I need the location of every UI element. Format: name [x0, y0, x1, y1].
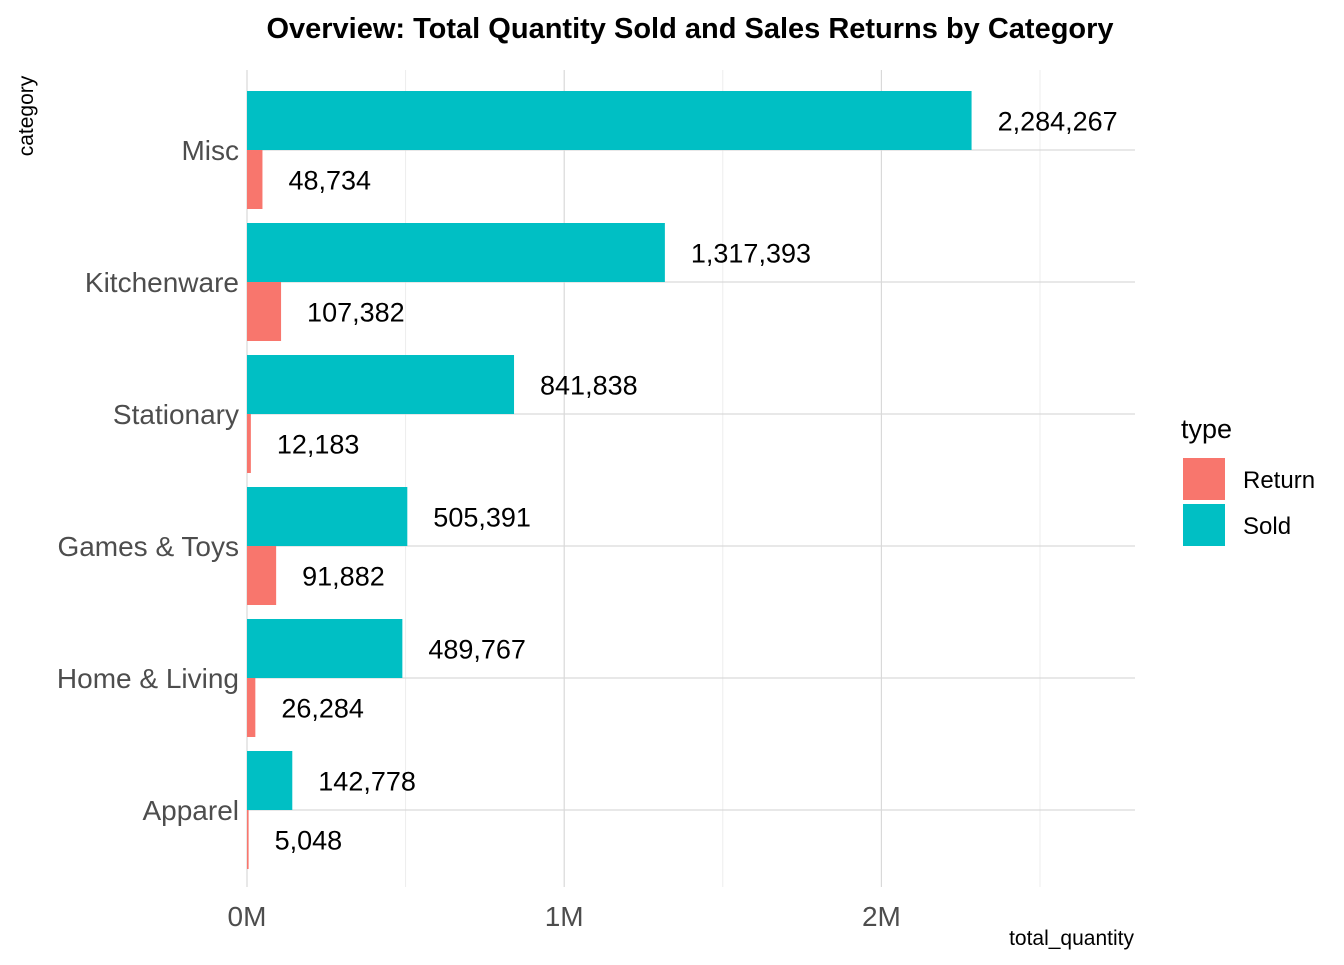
data-label-return: 91,882: [302, 562, 385, 592]
grid-layer: [246, 70, 1135, 887]
y-tick-label: Home & Living: [57, 663, 239, 694]
x-axis-title: total_quantity: [1009, 927, 1134, 950]
bar-sold: [247, 751, 293, 810]
data-label-return: 26,284: [281, 694, 364, 724]
bar-sold: [247, 355, 515, 414]
bar-layer: [247, 91, 972, 869]
data-label-sold: 2,284,267: [998, 107, 1118, 137]
data-label-sold: 841,838: [540, 371, 638, 401]
bar-sold: [247, 619, 403, 678]
axis-layer: Misc Kitchenware Stationary Games & Toys Hom…: [57, 135, 901, 932]
legend-items: Return Sold: [1183, 458, 1315, 546]
legend-swatch: [1183, 504, 1225, 546]
legend-swatch: [1183, 458, 1225, 500]
bar-return: [247, 150, 263, 209]
legend-label: Sold: [1243, 513, 1291, 540]
data-label-return: 5,048: [275, 826, 343, 856]
legend-label: Return: [1243, 467, 1315, 494]
bar-sold: [247, 487, 408, 546]
bar-sold: [247, 223, 665, 282]
bar-return: [247, 546, 277, 605]
data-label-return: 12,183: [277, 430, 360, 460]
data-label-return: 48,734: [288, 166, 371, 196]
bar-return: [247, 810, 249, 869]
bar-sold: [247, 91, 972, 150]
bar-return: [247, 678, 256, 737]
x-tick-label: 0M: [228, 901, 267, 932]
legend: type Return Sold: [1181, 414, 1315, 546]
y-tick-label: Games & Toys: [57, 531, 239, 562]
y-tick-label: Misc: [181, 135, 239, 166]
data-label-sold: 505,391: [433, 503, 531, 533]
y-tick-label: Stationary: [113, 399, 239, 430]
chart-title: Overview: Total Quantity Sold and Sales …: [266, 13, 1113, 45]
data-label-sold: 142,778: [318, 767, 416, 797]
legend-title: type: [1181, 414, 1232, 444]
bar-return: [247, 282, 282, 341]
data-label-sold: 489,767: [428, 635, 526, 665]
data-label-return: 107,382: [307, 298, 405, 328]
x-tick-label: 1M: [545, 901, 584, 932]
y-tick-label: Kitchenware: [85, 267, 239, 298]
y-tick-label: Apparel: [142, 795, 239, 826]
y-axis-title: category: [15, 75, 38, 156]
x-tick-label: 2M: [862, 901, 901, 932]
bar-return: [247, 414, 251, 473]
label-layer: 2,284,267 48,734 1,317,393 107,382 841,838 12…: [275, 107, 1118, 856]
data-label-sold: 1,317,393: [691, 239, 811, 269]
